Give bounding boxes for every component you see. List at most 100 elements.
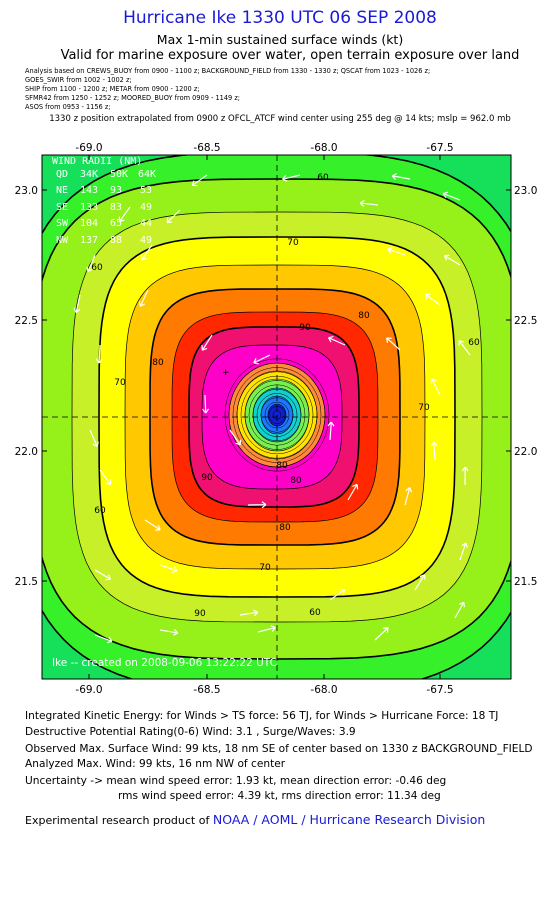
- wind-arrow-shaft: [204, 394, 207, 414]
- wind-arrow-head: [419, 574, 425, 578]
- wind-arrow-shaft: [433, 442, 436, 461]
- wind-arrow-shaft: [191, 174, 208, 186]
- map-subtitle: Max 1-min sustained surface winds (kt): [156, 32, 404, 47]
- wind-arrow-shaft: [444, 255, 461, 266]
- wind-arrow-head: [330, 421, 335, 427]
- wind-arrow-head: [433, 441, 438, 447]
- wind-arrow: [73, 294, 81, 314]
- wind-radii-cell: SE: [56, 202, 68, 213]
- wind-arrow: [387, 247, 406, 256]
- wind-arrow-shaft: [139, 289, 149, 307]
- wind-arrow-head: [167, 221, 173, 224]
- wind-isoline: [98, 236, 456, 598]
- wind-arrow: [329, 588, 346, 601]
- wind-arrow-head: [443, 191, 449, 195]
- dpr-line: Destructive Potential Rating(0-6) Wind: …: [25, 726, 356, 738]
- wind-arrow-head: [409, 487, 413, 493]
- lat-label-left: 22.5: [15, 315, 38, 327]
- map-title: Hurricane Ike 1330 UTC 06 SEP 2008: [123, 8, 437, 28]
- wind-arrow: [454, 601, 466, 619]
- wind-arrow-shaft: [329, 422, 332, 441]
- wind-arrow: [459, 542, 468, 561]
- source-line: GOES_SWIR from 1002 - 1002 z;: [25, 76, 132, 84]
- wind-radii-cell: 53: [140, 185, 152, 196]
- wind-arrow-shaft: [159, 629, 178, 634]
- source-line: SFMR42 from 1250 - 1252 z; MOORED_BUOY f…: [25, 94, 241, 102]
- lon-label-bottom: -68.0: [310, 684, 337, 696]
- wind-arrow-head: [253, 609, 259, 613]
- wind-arrow-shaft: [229, 429, 241, 446]
- wind-arrow: [201, 334, 213, 351]
- wind-arrow-head: [173, 566, 178, 572]
- lon-label-top: -68.0: [310, 142, 337, 154]
- wind-arrow: [118, 206, 131, 223]
- lon-label-top: -68.5: [193, 142, 220, 154]
- wind-arrow-head: [205, 408, 210, 414]
- wind-radii-cell: 49: [140, 235, 152, 246]
- wind-arrow: [159, 628, 179, 636]
- position-note: 1330 z position extrapolated from 0900 z…: [49, 114, 511, 124]
- wind-arrow-head: [105, 578, 111, 581]
- wind-arrow-head: [328, 335, 334, 339]
- wind-arrow-head: [386, 337, 389, 343]
- wind-arrow-shaft: [414, 574, 426, 591]
- contour-label: 80: [358, 311, 370, 321]
- wind-arrow: [159, 564, 178, 573]
- wind-arrow-shaft: [329, 589, 346, 601]
- lat-label-left: 21.5: [15, 576, 38, 588]
- wind-arrow: [424, 293, 441, 306]
- wind-arrow: [461, 466, 469, 486]
- wind-arrow: [430, 441, 438, 461]
- plot-frame: [41, 154, 512, 680]
- wind-radii-cell: 65: [110, 218, 122, 229]
- wind-arrow-head: [140, 303, 146, 307]
- wind-arrow-shaft: [89, 429, 98, 447]
- wind-arrow-head: [138, 301, 141, 307]
- wind-arrow-head: [96, 441, 99, 447]
- wind-arrow-head: [191, 180, 195, 186]
- wind-arrow: [229, 429, 242, 446]
- wind-radii-col: 64K: [138, 169, 156, 180]
- observed-max-line: Observed Max. Surface Wind: 99 kts, 18 n…: [25, 743, 533, 755]
- wind-arrow-head: [387, 247, 393, 250]
- wind-arrow-head: [166, 217, 169, 223]
- contour-label: 90: [194, 609, 206, 619]
- wind-arrow-head: [405, 487, 411, 492]
- wind-arrow-head: [282, 178, 288, 182]
- wind-arrow-shaft: [257, 626, 276, 633]
- contour-label: 70: [259, 563, 271, 573]
- wind-arrow-head: [253, 611, 259, 617]
- wind-arrow: [247, 501, 267, 509]
- wind-arrow-head: [92, 443, 98, 448]
- lon-label-bottom: -68.5: [193, 684, 220, 696]
- lat-label-right: 22.5: [514, 315, 537, 327]
- wind-arrow-shaft: [387, 248, 406, 256]
- contour-label: 70: [114, 378, 126, 388]
- wind-arrow-shaft: [431, 378, 441, 396]
- wind-radii-col: 50K: [110, 169, 128, 180]
- wind-arrow-shaft: [94, 569, 111, 580]
- lat-label-right: 22.0: [514, 446, 537, 458]
- wind-arrow-head: [253, 358, 257, 364]
- wind-arrow-head: [342, 589, 346, 595]
- wind-radii-cell: 93: [110, 185, 122, 196]
- wind-arrow-head: [458, 601, 465, 605]
- wind-arrow-head: [105, 482, 111, 486]
- contour-label: 60: [94, 506, 106, 516]
- wind-radii-cell: 143: [80, 185, 98, 196]
- wind-arrow: [458, 340, 471, 356]
- contour-label: 60: [468, 338, 480, 348]
- wind-arrow-head: [73, 307, 77, 313]
- wind-arrow-shaft: [392, 175, 411, 180]
- wind-arrow-shaft: [282, 174, 301, 180]
- wind-arrow-head: [270, 625, 276, 629]
- contour-label: 70: [418, 403, 430, 413]
- wind-arrow-head: [327, 421, 332, 427]
- credit-org-link[interactable]: NOAA / AOML / Hurricane Research Divisio…: [212, 812, 486, 827]
- created-stamp: Ike -- created on 2008-09-06 13:22:22 UT…: [52, 657, 277, 669]
- wind-arrow-head: [202, 408, 207, 414]
- wind-arrow: [95, 344, 103, 364]
- wind-arrow-shaft: [347, 484, 358, 501]
- wind-arrow-head: [157, 524, 161, 530]
